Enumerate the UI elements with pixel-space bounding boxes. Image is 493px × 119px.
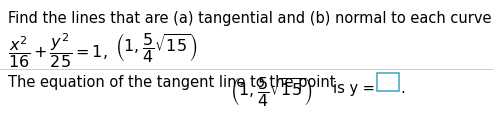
Text: $\left(1, \dfrac{5}{4}\sqrt{15}\right)$: $\left(1, \dfrac{5}{4}\sqrt{15}\right)$	[115, 31, 197, 64]
Text: $\left(1, \dfrac{5}{4}\sqrt{15}\right)$: $\left(1, \dfrac{5}{4}\sqrt{15}\right)$	[230, 75, 313, 108]
Text: .: .	[400, 81, 405, 96]
Text: The equation of the tangent line to the point: The equation of the tangent line to the …	[8, 75, 336, 90]
Text: Find the lines that are (a) tangential and (b) normal to each curve at the given: Find the lines that are (a) tangential a…	[8, 11, 493, 26]
Text: is y =: is y =	[333, 81, 375, 96]
Text: $\dfrac{x^2}{16} + \dfrac{y^2}{25} = 1,$: $\dfrac{x^2}{16} + \dfrac{y^2}{25} = 1,$	[8, 31, 107, 70]
FancyBboxPatch shape	[377, 73, 399, 91]
